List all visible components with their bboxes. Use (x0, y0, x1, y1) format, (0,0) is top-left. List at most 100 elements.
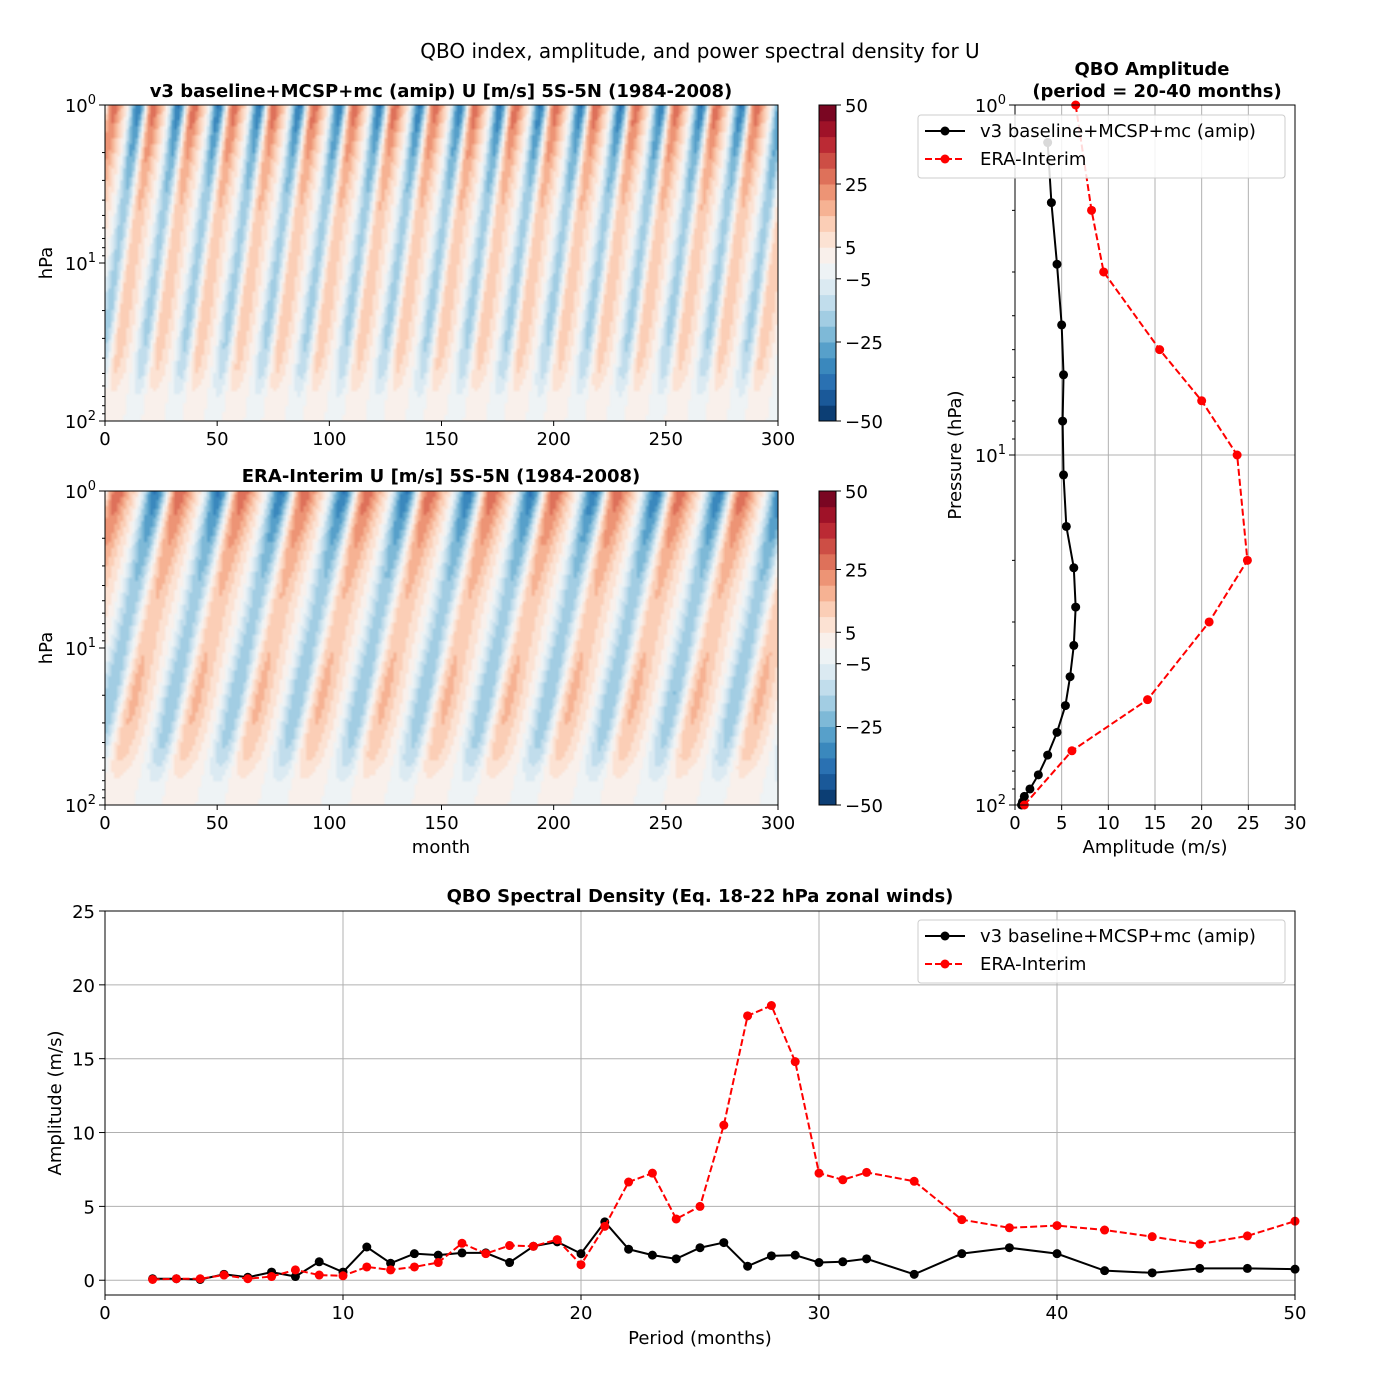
era-spectral-point (909, 1176, 919, 1186)
model-amplitude-point (1071, 602, 1081, 612)
era-spectral-point (1195, 1239, 1205, 1249)
model-spectral-point (790, 1250, 800, 1260)
model-spectral-point (766, 1251, 776, 1261)
spectral-legend-era-marker (940, 959, 950, 969)
contour-image (105, 491, 778, 805)
model-amplitude-point (1057, 320, 1067, 330)
contour-image (105, 105, 778, 421)
y-tick-label: 101 (65, 636, 96, 660)
colorbar-segment (819, 585, 836, 602)
x-tick-label: 0 (1009, 813, 1020, 834)
y-tick-label: 102 (65, 793, 96, 817)
model-contour-x-axis: 0 50 100 150 200 250 300 (99, 421, 795, 450)
model-spectral-point (743, 1261, 753, 1271)
y-tick-label: 102 (975, 793, 1006, 817)
x-tick-label: 150 (424, 813, 458, 834)
colorbar-segment (819, 247, 836, 264)
era-spectral-point (862, 1167, 872, 1177)
era-spectral-point (243, 1274, 253, 1284)
model-spectral-point (814, 1258, 824, 1268)
colorbar-segment (819, 152, 836, 169)
era-spectral-point (957, 1215, 967, 1225)
colorbar-tick-label: 50 (845, 96, 868, 117)
model-contour-y-axis: 100 101 102 (65, 93, 105, 433)
era-spectral-point (743, 1011, 753, 1021)
era-spectral-point (552, 1235, 562, 1245)
colorbar-segment (819, 663, 836, 680)
model-spectral-point (457, 1248, 467, 1258)
colorbar-segment (819, 742, 836, 759)
x-tick-label: 250 (649, 429, 683, 450)
era-amplitude-point (1155, 345, 1165, 355)
spectral-ylabel: Amplitude (m/s) (45, 1031, 66, 1176)
y-tick-label: 25 (72, 902, 95, 923)
colorbar-segment (819, 357, 836, 375)
colorbar-segment (819, 294, 836, 311)
amplitude-legend-model-label: v3 baseline+MCSP+mc (amip) (980, 121, 1256, 142)
y-tick-label: 10 (72, 1124, 95, 1145)
colorbar-segment (819, 757, 836, 775)
era-spectral-point (1052, 1221, 1062, 1231)
model-spectral-point (290, 1272, 300, 1282)
spectral-density-panel: QBO Spectral Density (Eq. 18-22 hPa zona… (45, 886, 1306, 1349)
era-spectral-point (671, 1214, 681, 1224)
y-tick-label: 102 (65, 409, 96, 433)
era-amplitude-point (1232, 450, 1242, 460)
y-tick-label: 101 (65, 251, 96, 275)
model-spectral-point (647, 1250, 657, 1260)
amplitude-ylabel: Pressure (hPa) (945, 390, 966, 519)
spectral-legend: v3 baseline+MCSP+mc (amip) ERA-Interim (917, 919, 1286, 984)
x-tick-label: 150 (424, 429, 458, 450)
model-amplitude-point (1058, 416, 1068, 426)
model-amplitude-point (1043, 750, 1053, 760)
model-amplitude-point (1069, 563, 1079, 573)
colorbar-segment (819, 263, 836, 280)
x-tick-label: 10 (332, 1303, 355, 1324)
x-tick-label: 20 (570, 1303, 593, 1324)
era-spectral-point (505, 1241, 515, 1251)
era-spectral-line (152, 1004, 1296, 1281)
spectral-frame (104, 910, 1296, 1296)
era-spectral-point (814, 1168, 824, 1178)
colorbar-segment (819, 373, 836, 390)
model-contour-ylabel: hPa (36, 247, 57, 279)
era-amplitude-point (1087, 205, 1097, 215)
y-tick-label: 100 (65, 93, 96, 117)
era-amplitude-point (1204, 617, 1214, 627)
colorbar-tick-label: −5 (845, 655, 872, 676)
colorbar-segment (819, 632, 836, 649)
era-spectral-point (290, 1265, 300, 1275)
colorbar-segment (819, 553, 836, 570)
era-spectral-point (766, 1001, 776, 1011)
colorbar-tick-label: 5 (845, 623, 856, 644)
amplitude-title: QBO Amplitude (1074, 59, 1229, 80)
era-spectral-point (171, 1274, 181, 1284)
amplitude-legend-box (917, 114, 1286, 179)
y-tick-label: 101 (975, 443, 1006, 467)
era-spectral-point (386, 1265, 396, 1275)
model-spectral-point (433, 1250, 443, 1260)
model-spectral-point (719, 1238, 729, 1248)
model-spectral-point (362, 1242, 372, 1252)
x-tick-label: 300 (761, 429, 795, 450)
model-spectral-point (838, 1257, 848, 1267)
x-tick-label: 0 (99, 813, 110, 834)
era-spectral-point (790, 1057, 800, 1067)
model-spectral-point (576, 1249, 586, 1259)
colorbar-segment (819, 726, 836, 743)
era-colorbar: 50 25 5 −5 −25 −50 (818, 482, 883, 817)
colorbar-frame (818, 490, 837, 806)
x-tick-label: 25 (1237, 813, 1260, 834)
colorbar-segment (819, 215, 836, 232)
amplitude-legend-model-marker (940, 126, 950, 136)
colorbar-tick-label: −5 (845, 270, 872, 291)
amplitude-x-axis: 0 5 10 15 20 25 30 (1009, 805, 1306, 834)
era-amplitude-point (1143, 695, 1153, 705)
colorbar-segment (819, 695, 836, 712)
colorbar-frame (818, 104, 837, 422)
colorbar-segment (819, 326, 836, 343)
model-spectral-point (1052, 1249, 1062, 1259)
era-spectral-point (148, 1274, 158, 1284)
era-spectral-point (457, 1238, 467, 1248)
